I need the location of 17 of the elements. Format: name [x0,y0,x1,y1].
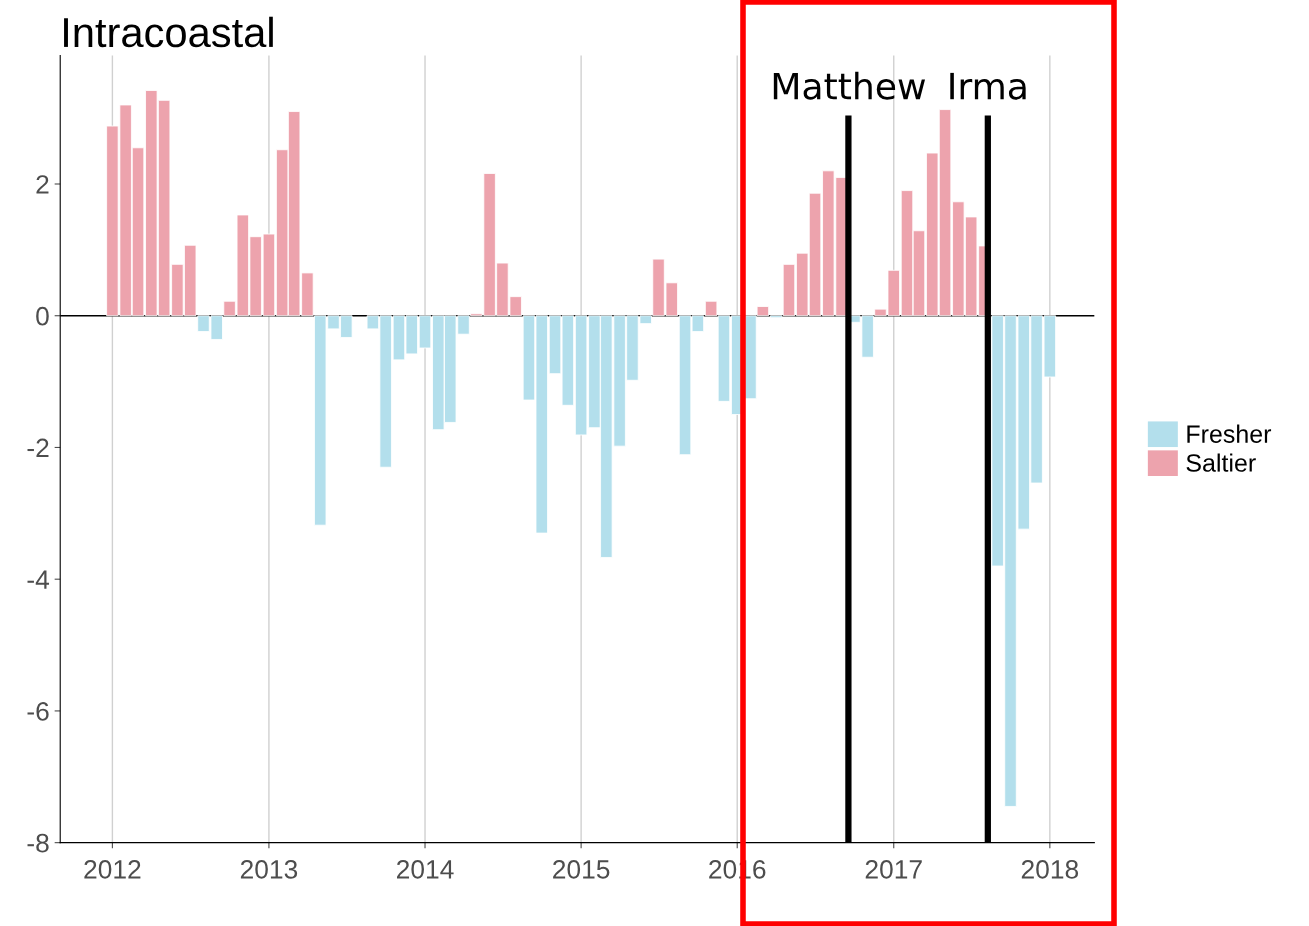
y-tick-label: -6 [27,702,49,721]
y-tick-label: -4 [27,570,50,589]
x-tick-label: 2012 [84,860,141,879]
ref-line-label: Matthew [773,71,926,100]
chart-title: Intracoastal [64,16,273,48]
x-tick-label: 2018 [1021,860,1079,879]
y-tick-label: -8 [27,833,49,853]
y-tick-label: 0 [36,306,49,326]
x-tick-label: 2014 [397,860,454,879]
y-tick-label: 2 [36,175,49,194]
x-tick-label: 2015 [553,860,610,879]
x-tick-label: 2017 [865,860,922,879]
x-tick-label: 2013 [240,860,298,879]
legend-label: Saltier [1186,453,1256,472]
y-tick-label: -2 [27,438,49,458]
ref-line-label: Irma [950,72,1026,100]
legend-label: Fresher [1187,424,1272,443]
